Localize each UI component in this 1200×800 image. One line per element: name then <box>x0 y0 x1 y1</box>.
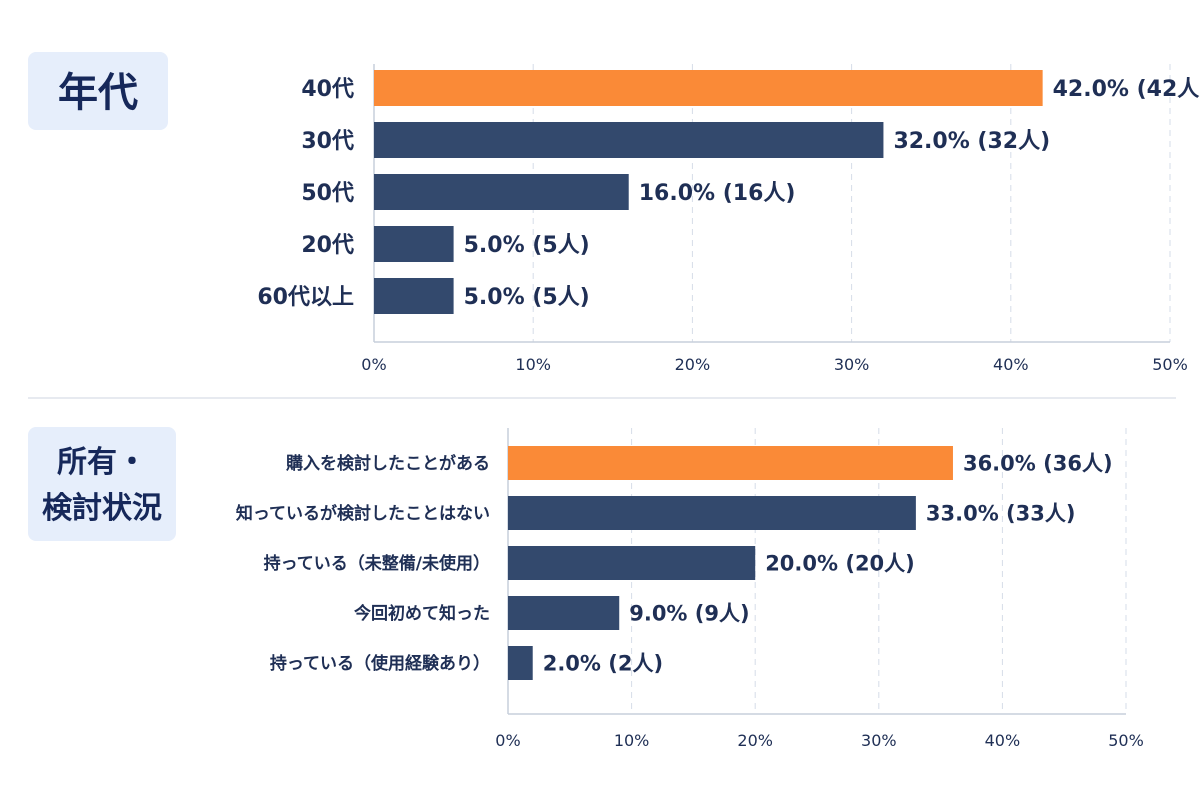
category-label: 30代 <box>301 129 354 154</box>
x-tick-label: 40% <box>993 355 1029 374</box>
category-label: 20代 <box>301 233 354 258</box>
data-label: 32.0% (32人) <box>893 129 1050 154</box>
data-label: 33.0% (33人) <box>926 502 1076 526</box>
x-tick-label: 30% <box>861 731 897 750</box>
data-label: 42.0% (42人) <box>1053 77 1200 102</box>
chart-title-badge <box>28 427 176 541</box>
x-tick-label: 0% <box>495 731 520 750</box>
chart-title-line: 検討状況 <box>42 491 162 526</box>
bar <box>508 446 953 480</box>
x-tick-label: 10% <box>614 731 650 750</box>
chart-1: 年代 0% 10% 20% 30% 40% 50% 40代 42.0% (42人) 30代 32.0… <box>28 52 1200 374</box>
x-tick-label: 30% <box>834 355 870 374</box>
bar <box>374 70 1043 106</box>
x-tick-label: 10% <box>515 355 551 374</box>
bar <box>508 596 620 630</box>
data-label: 5.0% (5人) <box>464 233 590 258</box>
x-tick-label: 50% <box>1152 355 1188 374</box>
x-tick-label: 20% <box>675 355 711 374</box>
bar <box>508 496 916 530</box>
data-label: 16.0% (16人) <box>639 181 796 206</box>
data-label: 9.0% (9人) <box>629 602 749 626</box>
data-label: 5.0% (5人) <box>464 285 590 310</box>
data-label: 20.0% (20人) <box>765 552 915 576</box>
x-tick-label: 0% <box>361 355 386 374</box>
category-label: 持っている（使用経験あり） <box>270 653 490 674</box>
category-label: 購入を検討したことがある <box>286 453 490 474</box>
bar <box>374 122 884 158</box>
category-label: 40代 <box>301 77 354 102</box>
category-label: 60代以上 <box>257 285 354 310</box>
category-label: 50代 <box>301 181 354 206</box>
x-tick-label: 20% <box>737 731 773 750</box>
bar <box>374 226 454 262</box>
x-tick-label: 40% <box>985 731 1021 750</box>
chart-title-badge <box>28 52 168 130</box>
bar <box>374 174 629 210</box>
bar <box>508 546 756 580</box>
data-label: 2.0% (2人) <box>543 652 663 676</box>
chart-title-line: 年代 <box>58 70 138 116</box>
bar <box>508 646 533 680</box>
data-label: 36.0% (36人) <box>963 452 1113 476</box>
chart-2: 所有・検討状況 0% 10% 20% 30% 40% 50% 購入を検討したことがある 36.0… <box>28 427 1144 750</box>
category-label: 持っている（未整備/未使用） <box>264 553 490 574</box>
chart-title-line: 所有・ <box>57 445 147 480</box>
x-tick-label: 50% <box>1108 731 1144 750</box>
category-label: 知っているが検討したことはない <box>235 503 490 524</box>
bar <box>374 278 454 314</box>
category-label: 今回初めて知った <box>354 603 490 624</box>
